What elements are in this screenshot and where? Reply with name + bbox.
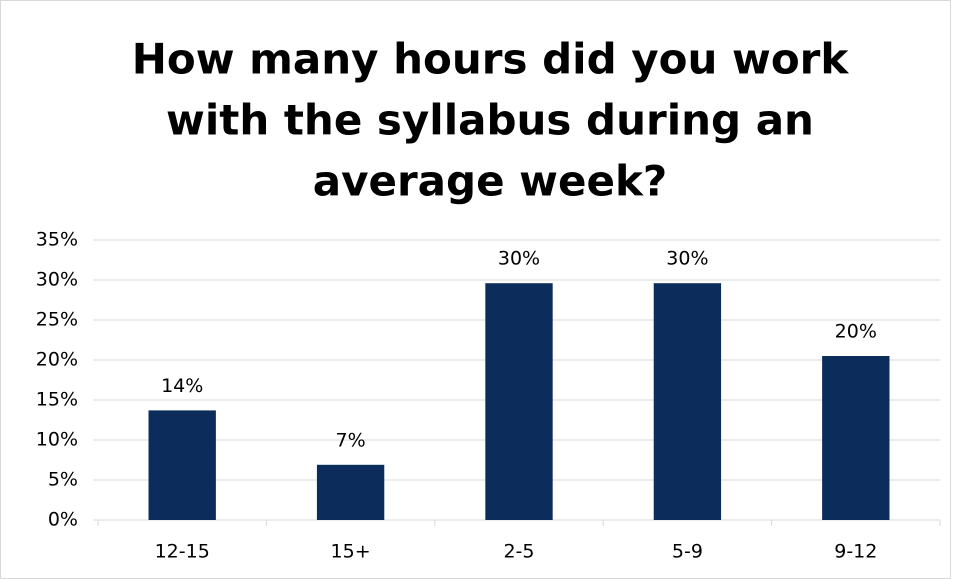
x-tick-label: 12-15 xyxy=(155,541,210,563)
data-label: 30% xyxy=(498,248,540,270)
chart-title: with the syllabus during an xyxy=(166,96,814,145)
data-label: 14% xyxy=(161,375,203,397)
y-tick-label: 15% xyxy=(36,389,78,411)
y-tick-label: 25% xyxy=(36,309,78,331)
bar xyxy=(148,410,216,520)
chart-title: average week? xyxy=(313,157,668,206)
y-tick-label: 20% xyxy=(36,349,78,371)
bar xyxy=(316,464,385,520)
y-tick-label: 35% xyxy=(36,229,78,251)
y-tick-label: 5% xyxy=(48,469,78,491)
chart-title: How many hours did you work xyxy=(132,35,850,84)
bar xyxy=(485,283,553,520)
data-label: 7% xyxy=(336,429,366,451)
x-tick-label: 5-9 xyxy=(672,541,703,563)
data-label: 30% xyxy=(666,248,708,270)
y-tick-label: 10% xyxy=(36,429,78,451)
data-label: 20% xyxy=(835,321,877,343)
x-tick-label: 9-12 xyxy=(834,541,877,563)
x-tick-label: 2-5 xyxy=(503,541,534,563)
bar xyxy=(653,283,722,520)
bar xyxy=(822,356,890,520)
y-tick-label: 0% xyxy=(48,509,78,531)
x-tick-label: 15+ xyxy=(331,541,371,563)
y-tick-label: 30% xyxy=(36,269,78,291)
